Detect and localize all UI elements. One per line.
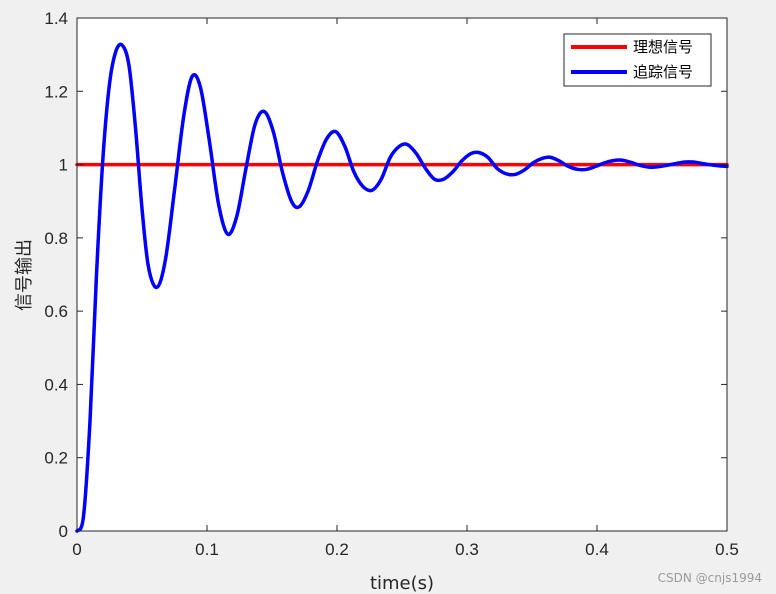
y-axis-label: 信号输出: [14, 239, 35, 311]
series-line-tracking: [75, 42, 729, 533]
y-tick-label: 0.2: [44, 449, 68, 468]
x-tick-label: 0.4: [585, 540, 609, 559]
x-axis-label: time(s): [370, 573, 434, 594]
y-tick-label: 0.8: [44, 229, 68, 248]
y-tick-label: 1: [59, 156, 68, 175]
y-tick-label: 1.4: [44, 9, 68, 28]
legend-label-ideal: 理想信号: [633, 38, 693, 56]
x-tick-label: 0.3: [455, 540, 479, 559]
watermark: CSDN @cnjs1994: [658, 571, 762, 585]
legend-label-tracking: 追踪信号: [633, 63, 693, 81]
x-tick-label: 0.5: [715, 540, 739, 559]
series-layer: [75, 42, 729, 533]
plot-area: [77, 18, 727, 531]
y-tick-label: 1.2: [44, 82, 68, 101]
plot-frame: [76, 17, 728, 532]
axes-layer: 0 0.1 0.2 0.3 0.4 0.5 0 0.2 0.4 0.6 0.8 1 1.2 1.4: [44, 9, 738, 559]
y-tick-label: 0.4: [44, 375, 68, 394]
x-tick-label: 0.1: [195, 540, 219, 559]
legend-box: [563, 33, 712, 87]
legend: 理想信号 追踪信号: [563, 33, 712, 87]
x-tick-label: 0.2: [325, 540, 349, 559]
x-tick-label: 0: [72, 540, 81, 559]
y-tick-label: 0.6: [44, 302, 68, 321]
y-tick-label: 0: [59, 522, 68, 541]
